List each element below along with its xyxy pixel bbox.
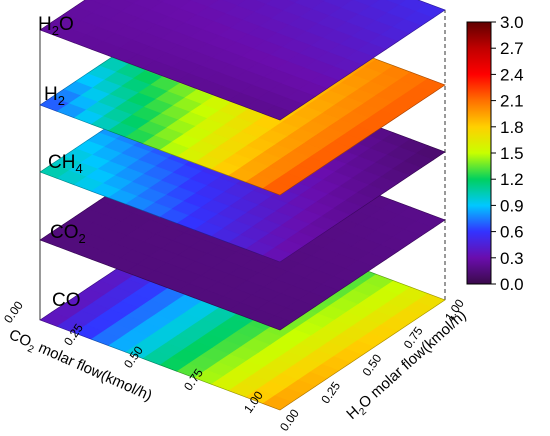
layer-label-CO: CO xyxy=(52,290,81,311)
colorbar-ticks: 3.0 2.7 2.4 2.1 1.8 1.5 1.2 0.9 0.6 0.3 0.0 xyxy=(491,13,524,294)
surface-cell xyxy=(262,180,293,196)
layer-label-CH4: CH4 xyxy=(48,152,83,176)
colorbar-tick-label: 3.0 xyxy=(500,13,524,32)
colorbar-tick-label: 0.9 xyxy=(500,196,524,215)
colorbar-tick-label: 2.1 xyxy=(500,92,524,111)
surfaces xyxy=(39,0,446,411)
surface-cell xyxy=(262,315,293,331)
y-tick-label: 0.00 xyxy=(277,406,302,433)
surface-cell xyxy=(262,395,293,411)
surface-outline xyxy=(39,0,446,121)
colorbar-tick-label: 1.8 xyxy=(500,118,524,137)
colorbar-tick-label: 1.5 xyxy=(500,144,524,163)
layer-labels: H2O H2 CH4 CO2 CO xyxy=(38,14,86,311)
colorbar-tick-label: 2.4 xyxy=(500,65,524,84)
layer-label-H2O: H2O xyxy=(38,14,74,38)
colorbar-tick-label: 0.6 xyxy=(500,223,524,242)
colorbar-tick-label: 1.2 xyxy=(500,170,524,189)
surface-cell xyxy=(262,105,293,121)
y-tick-label: 0.25 xyxy=(318,379,343,406)
colorbar xyxy=(466,21,492,285)
x-tick-label: 0.00 xyxy=(1,298,26,325)
colorbar-tick-label: 0.3 xyxy=(500,249,524,268)
surface-cell xyxy=(262,247,293,263)
surface-H2O xyxy=(39,0,446,121)
layer-label-CO2: CO2 xyxy=(50,222,86,246)
y-tick-label: 0.50 xyxy=(359,351,384,378)
layer-label-H2: H2 xyxy=(44,84,65,108)
colorbar-tick-label: 2.7 xyxy=(500,39,524,58)
colorbar-tick-label: 0.0 xyxy=(500,275,524,294)
